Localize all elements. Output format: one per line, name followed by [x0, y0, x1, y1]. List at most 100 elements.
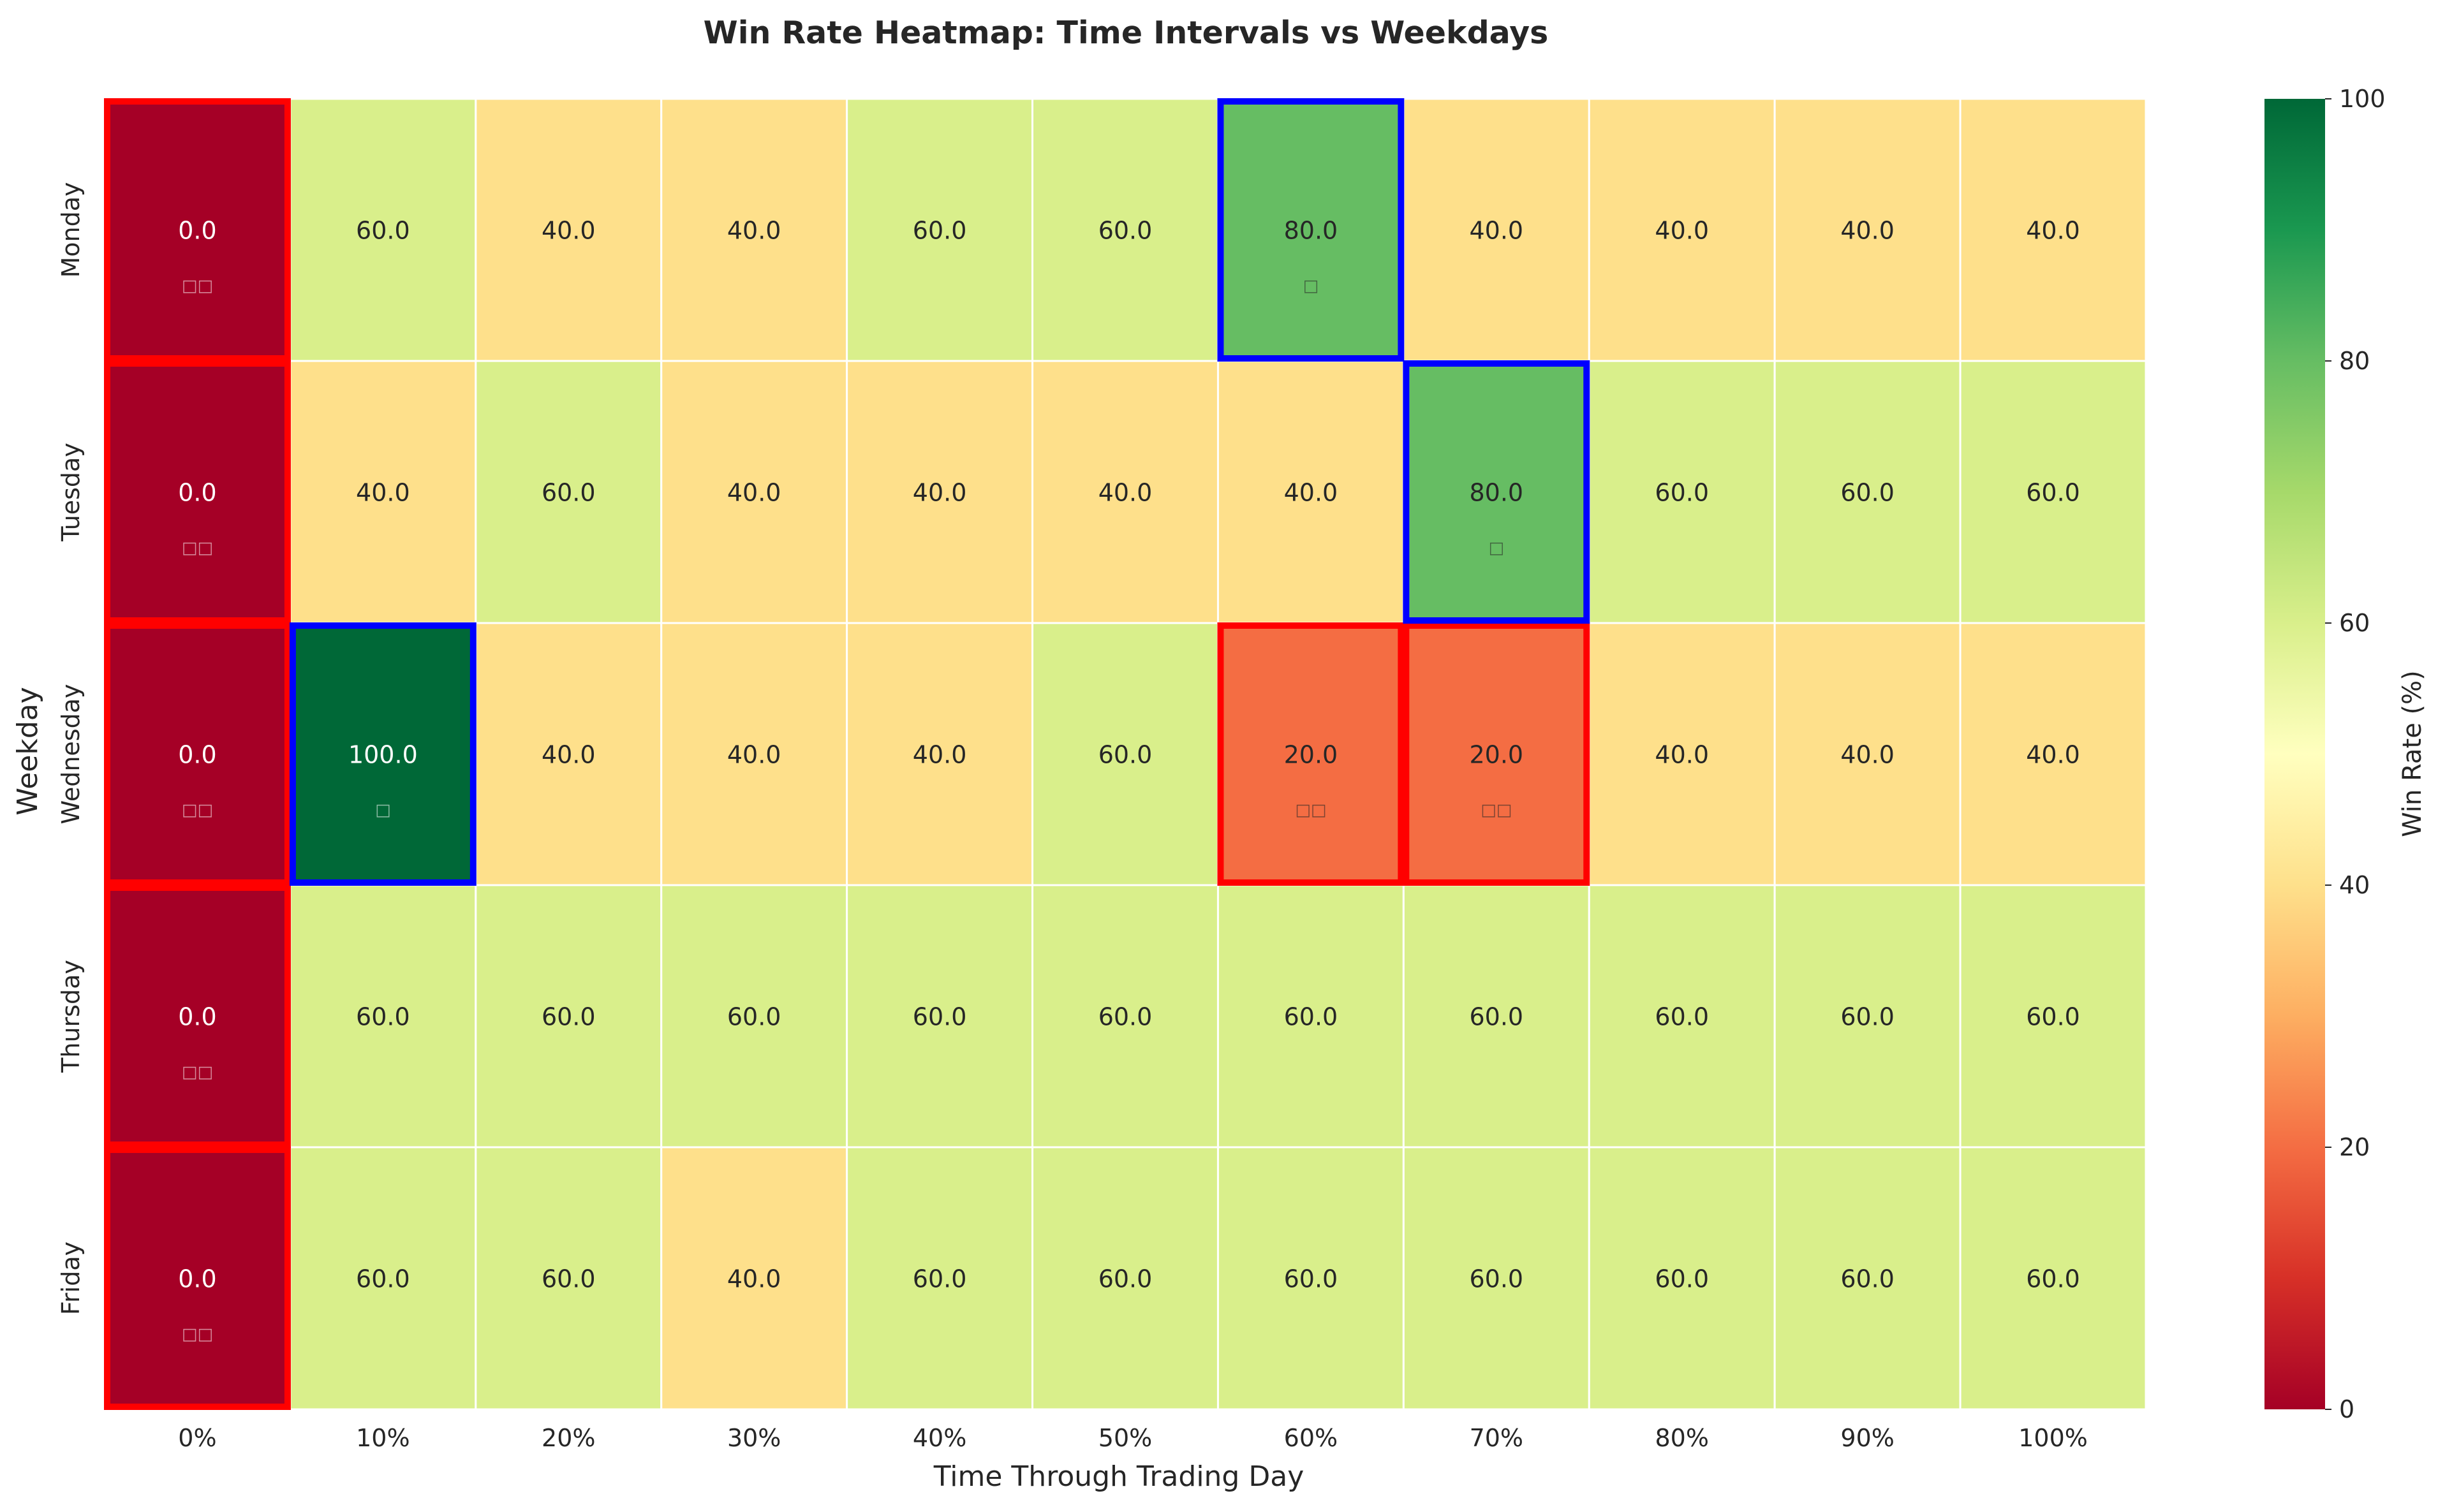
colorbar-tick-label: 0	[2339, 1395, 2354, 1423]
y-axis-label: Weekday	[11, 687, 44, 815]
cell-value-label: 20.0	[1284, 741, 1338, 769]
x-tick-label: 40%	[913, 1424, 966, 1452]
heatmap-cell	[660, 98, 848, 362]
chart-title: Win Rate Heatmap: Time Intervals vs Week…	[704, 15, 1549, 51]
cell-value-label: 60.0	[1098, 1265, 1153, 1293]
heatmap-cell	[1588, 360, 1776, 624]
low-win-marker: □□	[182, 277, 213, 296]
heatmap-cell	[289, 622, 477, 886]
heatmap-cell	[289, 884, 477, 1149]
y-tick-label: Tuesday	[57, 443, 85, 542]
cell-value-label: 60.0	[542, 479, 596, 507]
cell-value-label: 40.0	[1655, 217, 1709, 245]
cell-value-label: 0.0	[178, 217, 216, 245]
cell-value-label: 60.0	[913, 217, 967, 245]
low-win-highlight-border	[104, 1147, 291, 1410]
y-axis-ticks: Monday Tuesday Wednesday Thursday Friday	[57, 182, 85, 1315]
cell-value-label: 60.0	[1284, 1265, 1338, 1293]
highlight-borders	[104, 98, 1590, 1410]
heatmap-cell	[1031, 1146, 1219, 1411]
cell-value-label: 60.0	[727, 1003, 781, 1031]
heatmap-cell	[103, 360, 292, 624]
cell-value-label: 0.0	[178, 741, 216, 769]
heatmap-cell	[1959, 622, 2147, 886]
cell-value-label: 60.0	[356, 1265, 410, 1293]
cell-value-label: 0.0	[178, 1265, 216, 1293]
heatmap-cell	[1402, 884, 1590, 1149]
cell-value-label: 60.0	[2026, 1265, 2080, 1293]
heatmap-cell	[475, 98, 663, 362]
high-win-marker: □	[1303, 277, 1319, 296]
cell-value-label: 60.0	[1470, 1265, 1524, 1293]
cell-value-label: 60.0	[2026, 1003, 2080, 1031]
cell-value-label: 60.0	[356, 217, 410, 245]
cell-value-label: 40.0	[1655, 741, 1709, 769]
colorbar-tick-label: 60	[2339, 609, 2370, 637]
low-win-highlight-border	[104, 98, 291, 362]
cell-value-label: 60.0	[1284, 1003, 1338, 1031]
x-tick-label: 90%	[1840, 1424, 1894, 1452]
heatmap-cell	[660, 360, 848, 624]
high-win-highlight-border	[1217, 98, 1405, 362]
colorbar-ticks: 0 20 40 60 80 100	[2325, 85, 2386, 1423]
heatmap-cell	[1773, 360, 1961, 624]
low-win-marker: □□	[1481, 801, 1512, 820]
low-win-marker: □□	[182, 539, 213, 558]
x-tick-label: 0%	[178, 1424, 216, 1452]
cell-value-label: 60.0	[356, 1003, 410, 1031]
low-win-highlight-border	[1217, 622, 1405, 886]
cell-value-label: 0.0	[178, 479, 216, 507]
low-win-marker: □□	[182, 1325, 213, 1344]
y-tick-label: Wednesday	[57, 684, 85, 824]
cell-value-label: 40.0	[2026, 741, 2080, 769]
heatmap-cell	[475, 360, 663, 624]
heatmap-cell	[1402, 98, 1590, 362]
cell-value-label: 60.0	[913, 1265, 967, 1293]
cell-value-label: 0.0	[178, 1003, 216, 1031]
cell-value-label: 40.0	[1284, 479, 1338, 507]
high-win-marker: □	[1489, 539, 1505, 558]
colorbar	[2264, 99, 2325, 1409]
x-tick-label: 70%	[1470, 1424, 1523, 1452]
heatmap-cell	[846, 1146, 1034, 1411]
y-tick-label: Friday	[57, 1242, 85, 1315]
heatmap-cell	[1402, 1146, 1590, 1411]
x-axis-label: Time Through Trading Day	[933, 1460, 1304, 1493]
cell-value-label: 60.0	[1098, 1003, 1153, 1031]
cell-value-label: 100.0	[348, 741, 418, 769]
x-tick-label: 80%	[1655, 1424, 1708, 1452]
heatmap-cell	[1773, 1146, 1961, 1411]
low-win-highlight-border	[104, 622, 291, 886]
high-win-highlight-border	[1403, 360, 1590, 624]
x-tick-label: 20%	[542, 1424, 595, 1452]
heatmap-cell	[475, 1146, 663, 1411]
heatmap-cell	[660, 622, 848, 886]
y-tick-label: Monday	[57, 182, 85, 277]
cell-value-label: 40.0	[542, 217, 596, 245]
heatmap-cell	[475, 884, 663, 1149]
heatmap-cell	[1216, 98, 1405, 362]
heatmap-cell	[1031, 884, 1219, 1149]
cell-value-label: 60.0	[2026, 479, 2080, 507]
heatmap-cell	[289, 98, 477, 362]
low-win-marker: □□	[182, 801, 213, 820]
low-win-highlight-border	[104, 884, 291, 1148]
heatmap-cell	[103, 622, 292, 886]
cell-value-label: 40.0	[727, 479, 781, 507]
cell-value-label: 40.0	[542, 741, 596, 769]
low-win-marker: □□	[182, 1063, 213, 1082]
cell-value-label: 60.0	[1840, 1003, 1895, 1031]
colorbar-label: Win Rate (%)	[2398, 670, 2427, 837]
x-tick-label: 30%	[727, 1424, 781, 1452]
heatmap-cell	[1588, 884, 1776, 1149]
low-win-highlight-border	[104, 360, 291, 624]
cell-value-label: 40.0	[356, 479, 410, 507]
heatmap-cell	[1216, 360, 1405, 624]
y-tick-label: Thursday	[57, 960, 85, 1073]
cell-value-label: 40.0	[1840, 217, 1895, 245]
heatmap-cell	[1588, 1146, 1776, 1411]
low-win-marker: □□	[1295, 801, 1326, 820]
colorbar-tick-label: 20	[2339, 1133, 2370, 1161]
